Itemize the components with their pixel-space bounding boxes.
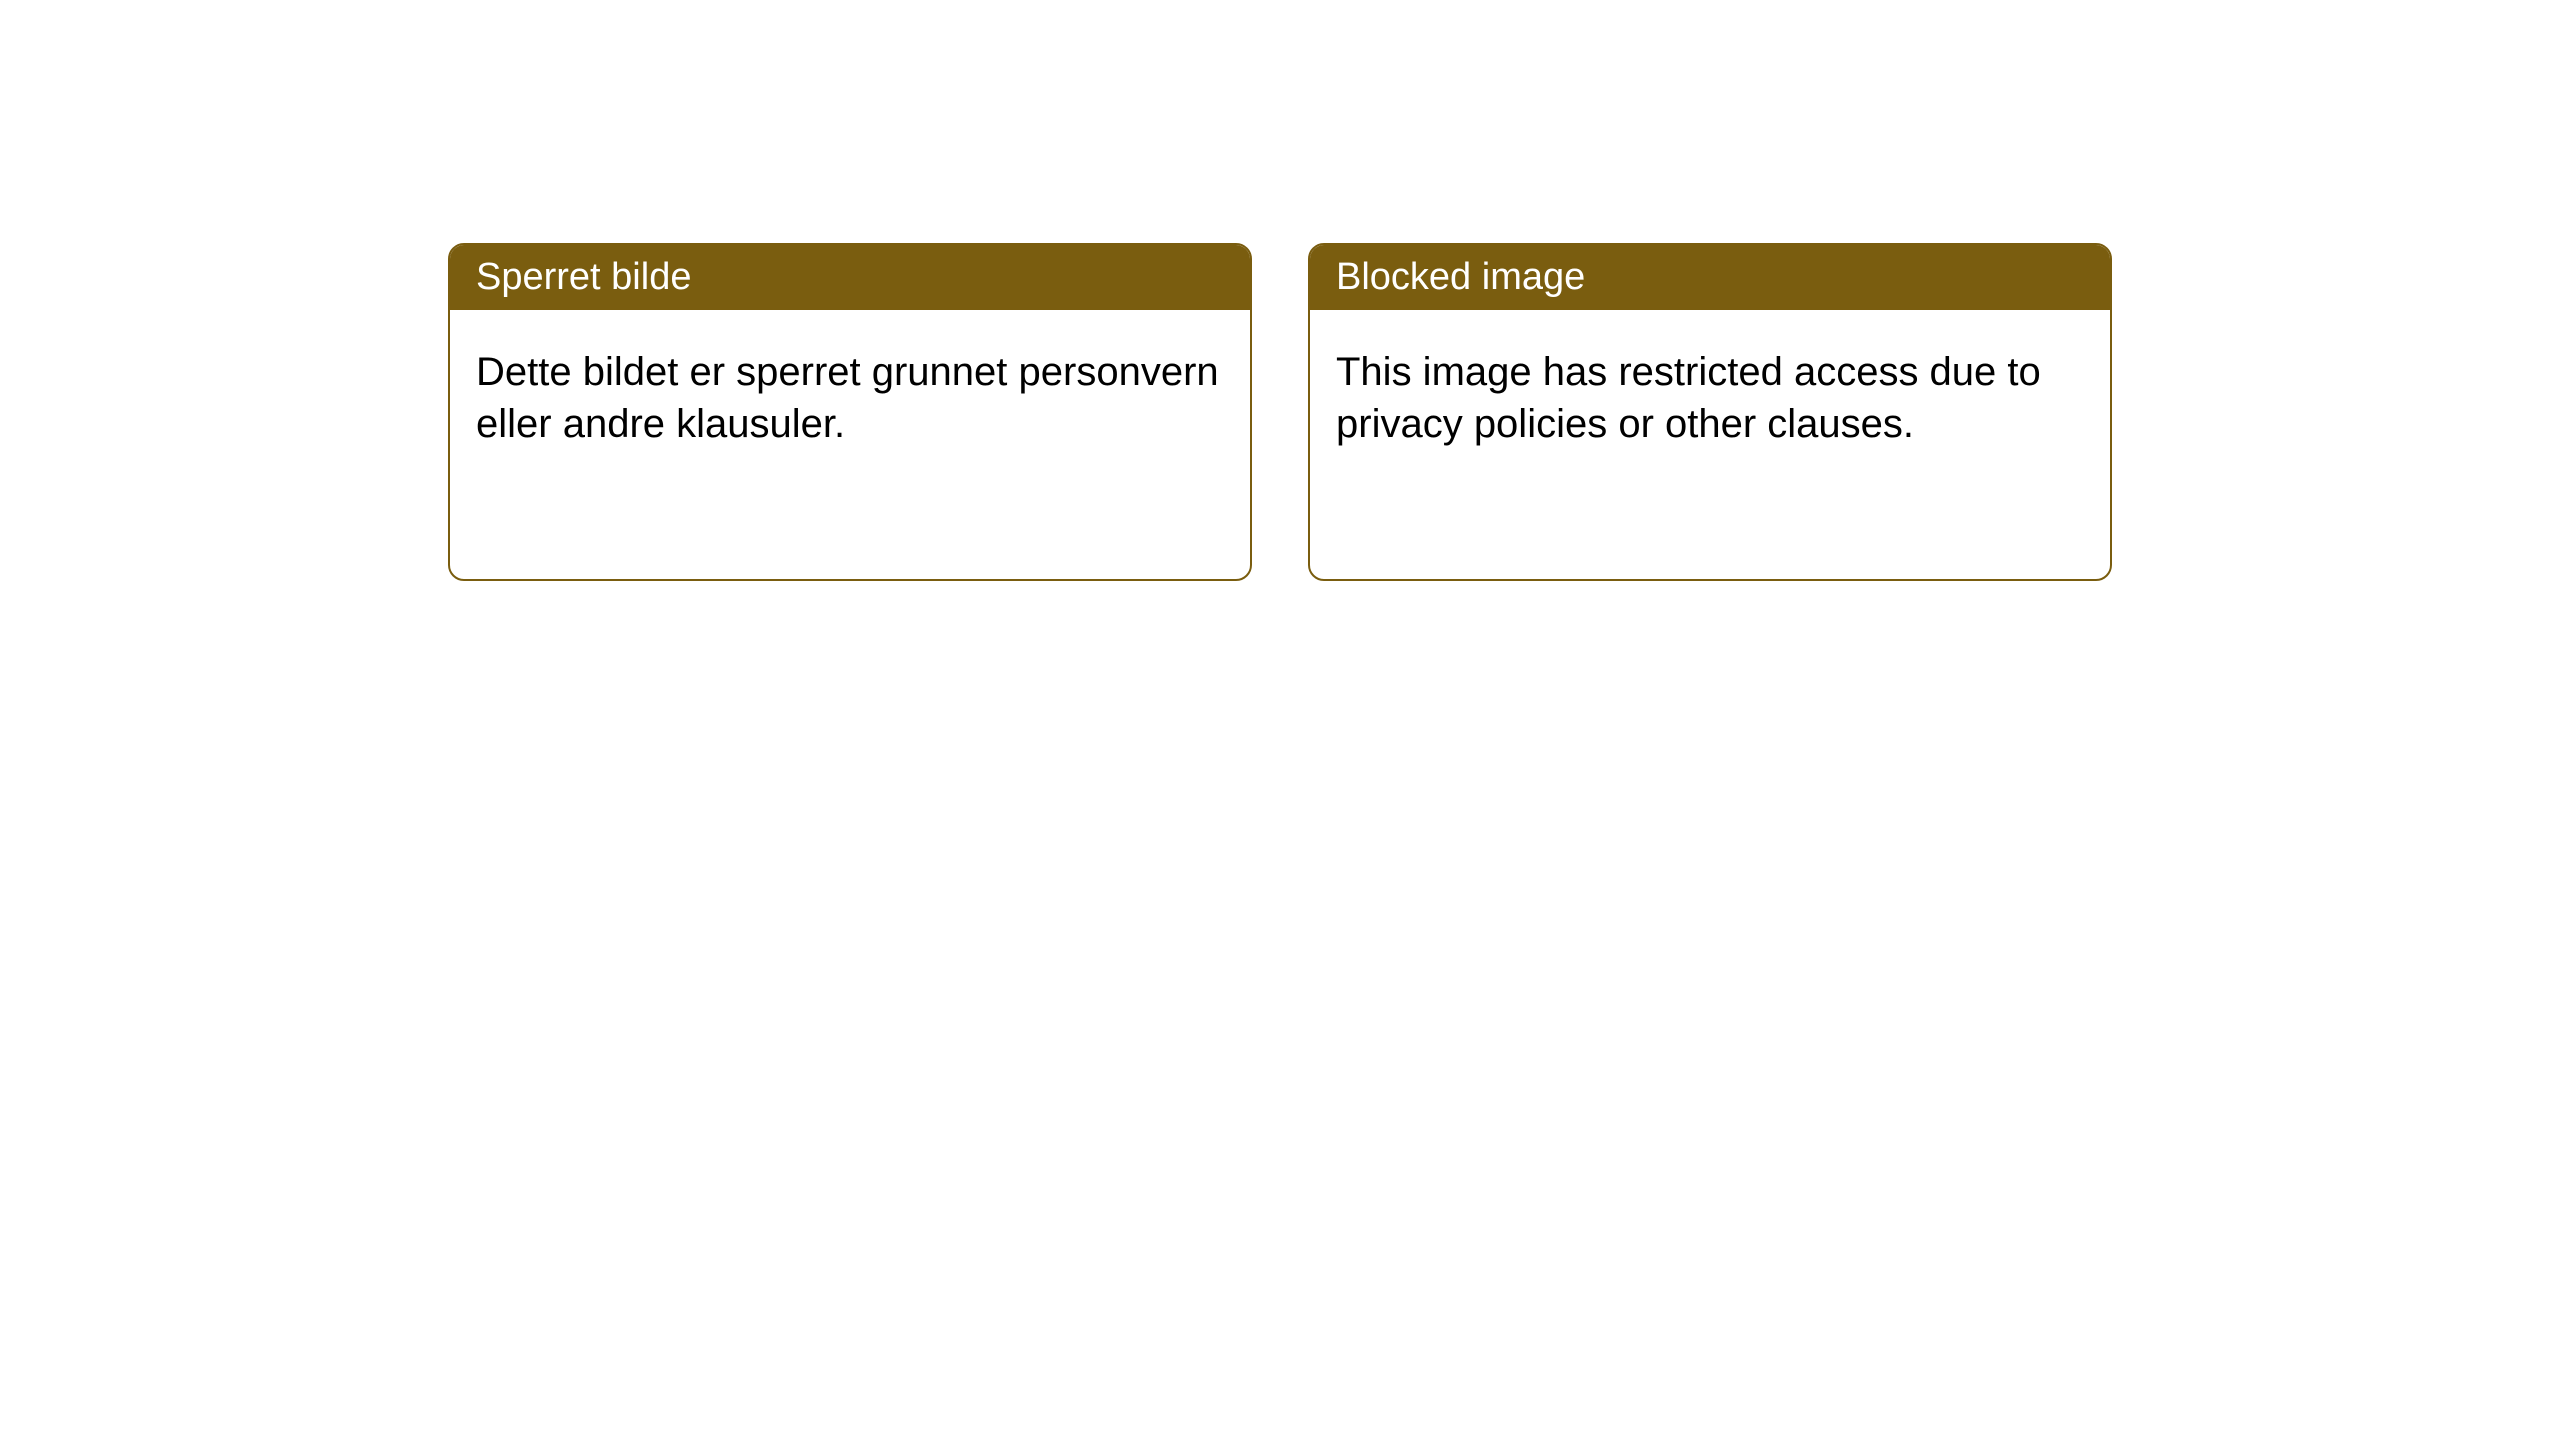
notice-cards-container: Sperret bilde Dette bildet er sperret gr… xyxy=(0,0,2560,581)
card-body: Dette bildet er sperret grunnet personve… xyxy=(450,310,1250,486)
card-header: Blocked image xyxy=(1310,245,2110,310)
card-title: Blocked image xyxy=(1336,256,1585,298)
notice-card-english: Blocked image This image has restricted … xyxy=(1308,243,2112,581)
card-body-text: This image has restricted access due to … xyxy=(1336,350,2041,446)
card-body: This image has restricted access due to … xyxy=(1310,310,2110,486)
card-header: Sperret bilde xyxy=(450,245,1250,310)
notice-card-norwegian: Sperret bilde Dette bildet er sperret gr… xyxy=(448,243,1252,581)
card-body-text: Dette bildet er sperret grunnet personve… xyxy=(476,350,1219,446)
card-title: Sperret bilde xyxy=(476,256,691,298)
